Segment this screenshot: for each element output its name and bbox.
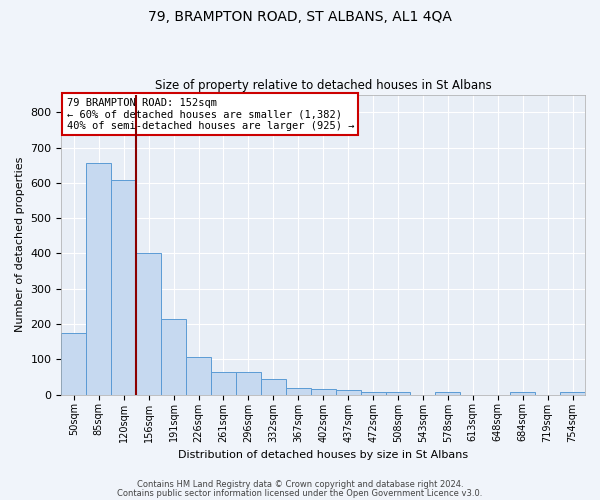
Text: Contains public sector information licensed under the Open Government Licence v3: Contains public sector information licen… [118, 488, 482, 498]
Bar [136, 254, 161, 394]
Bar [236, 372, 261, 394]
Bar [211, 372, 236, 394]
Bar [386, 392, 410, 394]
Bar [61, 333, 86, 394]
Bar [286, 388, 311, 394]
Bar [335, 390, 361, 394]
Bar [261, 379, 286, 394]
Text: Contains HM Land Registry data © Crown copyright and database right 2024.: Contains HM Land Registry data © Crown c… [137, 480, 463, 489]
Bar [436, 392, 460, 394]
Bar [560, 392, 585, 394]
Bar [186, 357, 211, 395]
Bar [111, 180, 136, 394]
Bar [161, 318, 186, 394]
Bar [86, 164, 111, 394]
X-axis label: Distribution of detached houses by size in St Albans: Distribution of detached houses by size … [178, 450, 468, 460]
Bar [311, 388, 335, 394]
Title: Size of property relative to detached houses in St Albans: Size of property relative to detached ho… [155, 79, 491, 92]
Text: 79 BRAMPTON ROAD: 152sqm
← 60% of detached houses are smaller (1,382)
40% of sem: 79 BRAMPTON ROAD: 152sqm ← 60% of detach… [67, 98, 354, 131]
Bar [510, 392, 535, 394]
Bar [361, 392, 386, 394]
Text: 79, BRAMPTON ROAD, ST ALBANS, AL1 4QA: 79, BRAMPTON ROAD, ST ALBANS, AL1 4QA [148, 10, 452, 24]
Y-axis label: Number of detached properties: Number of detached properties [15, 157, 25, 332]
